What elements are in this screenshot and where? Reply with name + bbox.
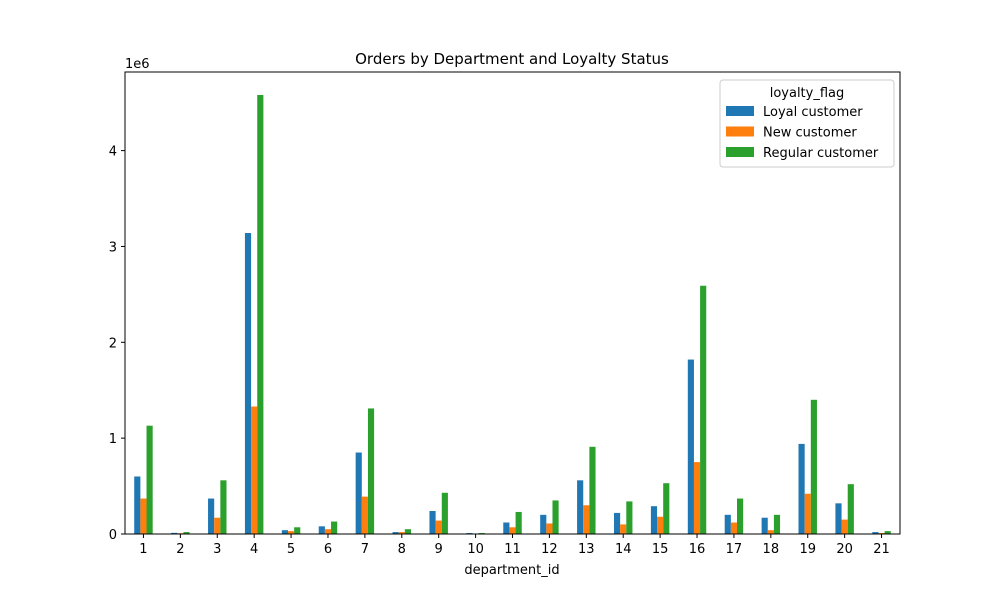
x-tick-label: 14 [615,542,632,557]
bar-loyal-customer-dept-9 [429,511,436,534]
bar-new-customer-dept-13 [583,505,590,534]
bar-loyal-customer-dept-20 [835,503,842,534]
bar-new-customer-dept-18 [767,530,774,534]
bar-new-customer-dept-15 [657,516,664,534]
x-tick-label: 10 [467,542,484,557]
bar-new-customer-dept-3 [214,517,221,534]
bar-loyal-customer-dept-13 [577,480,584,534]
bar-loyal-customer-dept-6 [318,526,325,534]
bar-regular-customer-dept-15 [663,483,670,534]
bar-new-customer-dept-9 [435,520,442,534]
bar-regular-customer-dept-16 [700,285,707,534]
x-tick-label: 7 [361,542,369,557]
bar-regular-customer-dept-18 [773,514,781,534]
x-tick-label: 8 [398,542,406,557]
bar-regular-customer-dept-13 [589,446,596,534]
bar-new-customer-dept-12 [546,523,553,534]
y-tick-label: 4 [109,145,117,160]
y-tick-label: 1 [109,432,117,447]
x-tick-label: 19 [799,542,816,557]
bar-new-customer-dept-4 [251,406,258,534]
bar-loyal-customer-dept-11 [503,522,510,534]
bar-regular-customer-dept-19 [810,399,817,534]
plot-frame [124,71,901,535]
bar-regular-customer-dept-17 [737,498,744,534]
bar-loyal-customer-dept-17 [724,514,731,534]
legend-label: New customer [763,126,857,141]
bar-regular-customer-dept-6 [331,521,338,534]
x-tick-label: 21 [873,542,890,557]
legend-swatch [726,147,754,157]
bar-loyal-customer-dept-4 [244,233,252,534]
x-tick-label: 13 [578,542,595,557]
x-axis-label: department_id [464,563,559,578]
x-tick-label: 12 [541,542,558,557]
x-tick-label: 11 [504,542,521,557]
legend-swatch [726,126,754,137]
bar-regular-customer-dept-2 [183,532,190,534]
bar-regular-customer-dept-7 [367,408,375,534]
y-tick-label: 0 [109,528,117,543]
bar-regular-customer-dept-12 [552,500,559,534]
x-tick-label: 15 [652,542,669,557]
bar-loyal-customer-dept-1 [134,476,141,534]
bar-regular-customer-dept-1 [146,425,153,534]
bar-loyal-customer-dept-16 [687,359,694,534]
bar-new-customer-dept-8 [398,532,405,534]
bar-loyal-customer-dept-7 [355,452,362,534]
bar-new-customer-dept-7 [361,496,368,534]
bar-new-customer-dept-20 [841,519,848,534]
x-tick-label: 2 [176,542,184,557]
x-tick-label: 1 [139,542,147,557]
bar-loyal-customer-dept-3 [208,498,215,534]
bar-regular-customer-dept-8 [404,529,412,534]
bar-new-customer-dept-17 [730,522,737,534]
x-tick-label: 6 [324,542,332,557]
bar-regular-customer-dept-11 [515,511,522,534]
legend-title: loyalty_flag [770,86,845,101]
x-tick-label: 3 [213,542,221,557]
legend-swatch [726,106,754,116]
x-tick-label: 5 [287,542,295,557]
chart-title: Orders by Department and Loyalty Status [355,50,669,68]
bar-regular-customer-dept-20 [847,484,854,534]
legend-box [719,79,895,168]
x-tick-label: 16 [689,542,706,557]
bar-loyal-customer-dept-12 [540,514,547,534]
bar-regular-customer-dept-3 [220,480,227,534]
bar-new-customer-dept-5 [288,531,295,534]
bar-loyal-customer-dept-14 [613,512,621,534]
bar-loyal-customer-dept-2 [171,532,178,534]
bar-new-customer-dept-16 [693,462,701,534]
bar-regular-customer-dept-14 [626,501,633,534]
bar-loyal-customer-dept-21 [872,532,879,534]
x-tick-label: 20 [836,542,853,557]
bar-regular-customer-dept-9 [441,492,448,534]
legend: loyalty_flag Loyal customer New customer Re… [719,79,895,168]
y-tick-label: 3 [109,240,117,255]
x-tick-label: 4 [250,542,258,557]
x-tick-label: 17 [726,542,743,557]
bar-new-customer-dept-19 [804,493,811,534]
bar-new-customer-dept-6 [324,529,332,534]
bar-regular-customer-dept-5 [294,527,301,534]
bar-regular-customer-dept-4 [257,95,264,534]
x-tick-label: 9 [435,542,443,557]
bar-loyal-customer-dept-19 [798,443,805,534]
bar-loyal-customer-dept-15 [650,506,658,534]
bar-loyal-customer-dept-18 [761,517,768,534]
bar-loyal-customer-dept-5 [281,530,288,534]
y-scale-label: 1e6 [125,57,150,72]
legend-label: Loyal customer [763,105,863,120]
bar-new-customer-dept-11 [509,527,516,534]
bar-new-customer-dept-1 [140,498,147,534]
legend-label: Regular customer [763,146,879,161]
y-tick-label: 2 [109,336,117,351]
x-tick-label: 18 [763,542,780,557]
bar-loyal-customer-dept-8 [392,532,399,534]
bar-new-customer-dept-14 [620,524,627,534]
bar-regular-customer-dept-21 [884,531,891,534]
